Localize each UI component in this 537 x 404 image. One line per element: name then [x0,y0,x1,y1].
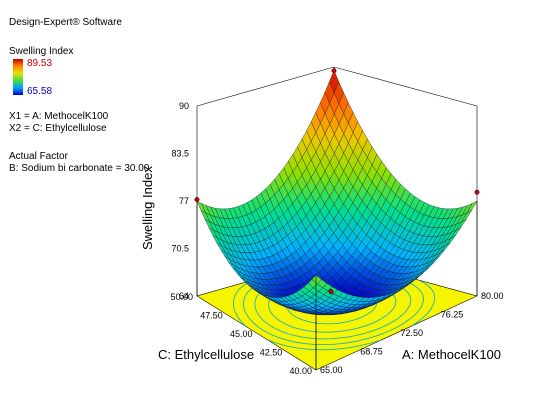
design-point-3 [328,289,334,295]
factor-x2: X2 = C: Ethylcellulose [9,123,107,134]
x-tick-label-4: 80.00 [481,291,504,301]
z-tick-label-4: 90 [179,101,189,111]
y-tick-label-1: 42.50 [260,348,283,358]
y-tick-label-3: 47.50 [200,311,223,321]
z-tick-label-1: 70.5 [171,244,189,254]
top-back-edge [196,66,478,107]
design-point-0 [194,197,200,202]
x-tick-label-1: 68.75 [360,347,383,357]
legend-title: Swelling Index [9,46,74,57]
legend-color-bar [13,59,23,95]
surface-cell-0-0 [311,274,322,284]
z-tick-label-3: 83.5 [171,149,189,159]
z-tick-label-0: 64 [179,291,189,301]
factor-x1: X1 = A: MethocelK100 [9,111,109,122]
actual-factor-title: Actual Factor [9,151,68,162]
software-title: Design-Expert® Software [9,17,122,28]
response-surface [196,69,478,370]
y-axis-title: C: Ethylcellulose [158,347,254,362]
legend-min-label: 65.58 [27,86,53,97]
x-axis-title: A: MethocelK100 [402,347,501,362]
design-points [194,68,480,295]
actual-factor-value: B: Sodium bi carbonate = 30.00 [9,163,150,174]
x-tick-label-3: 76.25 [441,310,464,320]
z-tick-label-2: 77 [179,196,189,206]
design-point-1 [331,68,337,74]
design-point-2 [474,189,480,195]
y-tick-label-4: 50.00 [170,292,193,302]
z-axis-title: Swelling Index [140,166,155,250]
x-tick-label-0: 65.00 [320,365,343,375]
legend-max-label: 89.53 [27,58,53,69]
tick-labels: 65.00 68.75 72.50 76.25 80.00 40.00 42.50 45.00… [170,101,503,376]
x-tick-label-2: 72.50 [401,328,424,338]
y-tick-label-0: 40.00 [289,366,312,376]
y-tick-label-2: 45.00 [230,329,253,339]
